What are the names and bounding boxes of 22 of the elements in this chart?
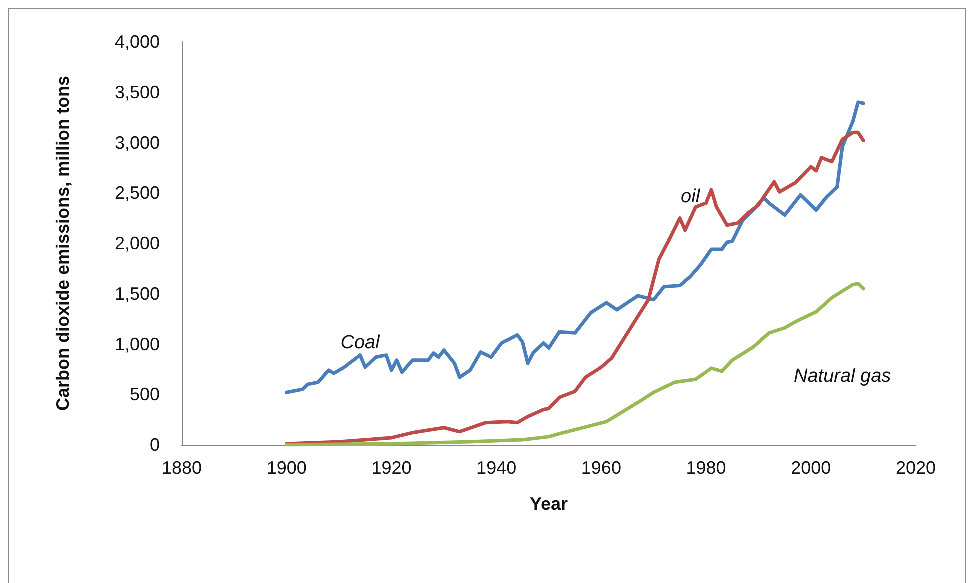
y-tick-label: 500: [130, 384, 160, 405]
y-tick-label: 3,000: [114, 132, 160, 153]
text: Natural gas: [794, 366, 892, 387]
x-tick-label: 1880: [162, 458, 202, 478]
x-tick-label: 2020: [896, 458, 936, 478]
y-tick-label: 2,500: [114, 183, 160, 204]
series-label: oil: [681, 186, 701, 208]
x-tick-label: 1980: [686, 458, 726, 478]
y-axis-title: Carbon dioxide emissions, million tons: [53, 76, 73, 412]
series-label: Coal: [340, 332, 381, 354]
y-tick-label: 1,000: [114, 334, 160, 354]
y-tick-label: 3,500: [114, 82, 160, 102]
x-axis-title: Year: [530, 494, 568, 514]
x-tick-label: 1940: [476, 458, 517, 478]
y-tick-label: 2,000: [114, 234, 160, 254]
y-tick-label: 1,500: [114, 284, 160, 304]
x-tick-label: 1920: [372, 458, 412, 478]
x-tick-label: 2000: [791, 458, 832, 478]
x-tick-label: 1960: [581, 458, 622, 478]
y-tick-label: 4,000: [114, 32, 160, 52]
y-tick-label: 0: [150, 435, 160, 455]
x-tick-label: 1900: [266, 458, 307, 478]
